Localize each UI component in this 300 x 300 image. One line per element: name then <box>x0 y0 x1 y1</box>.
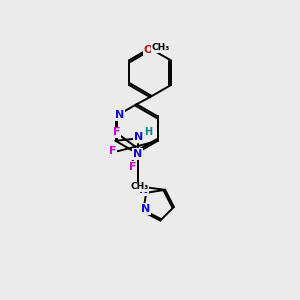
Text: F: F <box>109 146 116 156</box>
Text: N: N <box>133 149 142 159</box>
Text: N: N <box>115 110 124 120</box>
Text: CH₃: CH₃ <box>152 43 170 52</box>
Text: N: N <box>141 204 150 214</box>
Text: F: F <box>129 162 137 172</box>
Text: O: O <box>144 45 153 55</box>
Text: N: N <box>139 185 148 196</box>
Text: H: H <box>144 127 152 137</box>
Text: CH₃: CH₃ <box>130 182 148 191</box>
Text: F: F <box>113 128 120 137</box>
Text: N: N <box>134 132 143 142</box>
